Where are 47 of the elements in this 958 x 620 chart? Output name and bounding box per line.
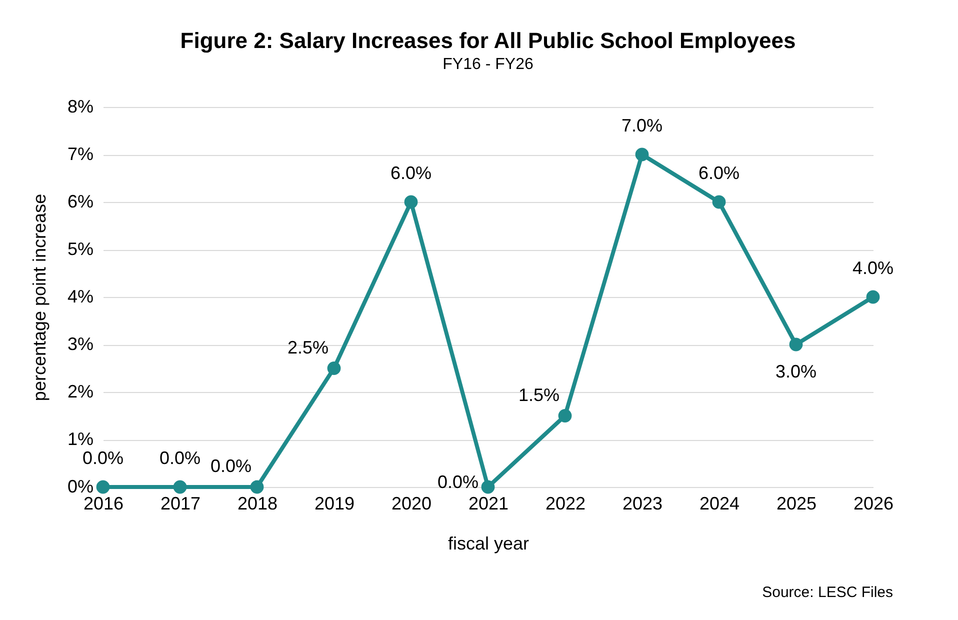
point (712, 195, 726, 209)
y-tick-label: 5% (67, 239, 94, 259)
data-label: 1.5% (518, 384, 560, 405)
point (96, 480, 110, 494)
source-note: Source: LESC Files (762, 584, 893, 601)
chart-subtitle: FY16 - FY26 (442, 56, 534, 73)
x-tick-label: 2019 (314, 494, 355, 514)
data-label: 7.0% (621, 116, 663, 136)
data-label: 0.0% (159, 448, 201, 468)
chart-title: Figure 2: Salary Increases for All Public School Employees (180, 28, 796, 53)
y-tick-label: 1% (67, 429, 94, 449)
x-tick-label: 2017 (160, 494, 201, 514)
point (173, 480, 187, 494)
y-tick-label: 6% (67, 192, 94, 212)
data-label: 4.0% (852, 258, 894, 278)
x-tick-label: 2020 (391, 494, 432, 514)
data-label: 6.0% (698, 163, 740, 183)
data-label: 2.5% (287, 337, 329, 358)
x-tick-label: 2016 (83, 494, 124, 514)
x-tick-label: 2024 (699, 494, 740, 514)
x-axis-title: fiscal year (448, 534, 530, 554)
y-tick-label: 4% (67, 286, 94, 306)
x-tick-label: 2026 (853, 494, 894, 514)
point (481, 480, 495, 494)
y-axis-title: percentage point increase (29, 194, 50, 402)
point (789, 338, 803, 352)
x-tick-label: 2023 (622, 494, 663, 514)
data-label: 0.0% (82, 448, 124, 468)
point (635, 148, 649, 162)
x-tick-label: 2022 (545, 494, 586, 514)
data-label: 0.0% (210, 456, 252, 476)
x-tick-label: 2021 (468, 494, 509, 514)
x-tick-label: 2025 (776, 494, 817, 514)
data-label: 3.0% (775, 362, 817, 382)
y-tick-label: 8% (67, 96, 94, 116)
point (558, 409, 572, 422)
y-tick-label: 0% (67, 476, 94, 496)
point (404, 195, 418, 209)
data-label: 0.0% (437, 472, 479, 492)
data-label: 6.0% (390, 163, 432, 183)
point (866, 290, 880, 304)
y-tick-label: 7% (67, 144, 94, 164)
point (250, 480, 264, 494)
point (327, 362, 341, 375)
x-tick-label: 2018 (237, 494, 278, 514)
y-tick-label: 3% (67, 334, 94, 354)
y-tick-label: 2% (67, 382, 94, 402)
